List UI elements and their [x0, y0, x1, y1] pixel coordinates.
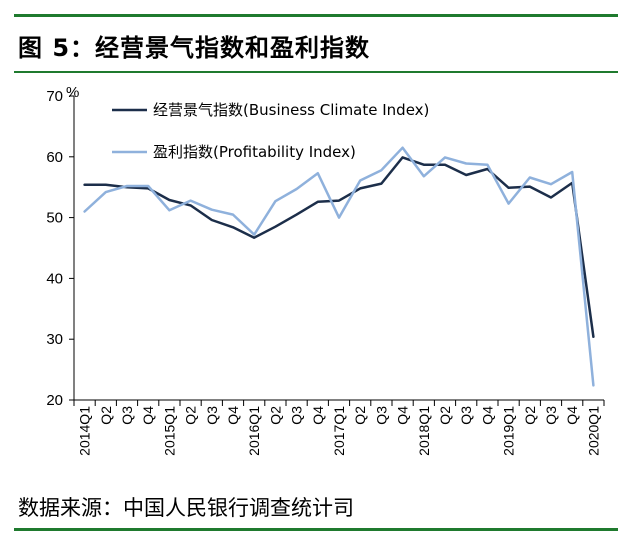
- legend-label-profitability: 盈利指数(Profitability Index): [153, 143, 356, 161]
- x-tick-label: Q2: [267, 406, 283, 425]
- x-tick-label: 2020Q1: [585, 406, 601, 456]
- x-tick-label: Q4: [479, 406, 495, 425]
- y-tick-label: 40: [46, 270, 63, 287]
- x-tick-label: 2014Q1: [77, 406, 93, 456]
- y-tick-label: 30: [46, 331, 63, 348]
- chart-legend: 经营景气指数(Business Climate Index) 盈利指数(Profi…: [112, 101, 429, 161]
- x-tick-label: Q2: [98, 406, 114, 425]
- y-tick-label: 70: [46, 88, 63, 105]
- source-note: 数据来源：中国人民银行调查统计司: [18, 496, 354, 520]
- x-tick-label: Q4: [564, 406, 580, 425]
- x-tick-label: Q3: [289, 406, 305, 425]
- bottom-rule: [14, 528, 618, 531]
- x-tick-label: 2018Q1: [416, 406, 432, 456]
- x-tick-label: Q2: [352, 406, 368, 425]
- figure-title: 图 5：经营景气指数和盈利指数: [18, 34, 371, 62]
- chart-axes: 20 30 40 50 60 70 % 2014Q1 Q2 Q3 Q4 2015Q1 Q2 Q3 Q4 201…: [46, 84, 605, 456]
- chart-series: [83, 146, 595, 387]
- x-tick-label: Q3: [204, 406, 220, 425]
- series-line-business-climate: [83, 156, 595, 339]
- x-tick-label: Q4: [395, 406, 411, 425]
- legend-label-business-climate: 经营景气指数(Business Climate Index): [153, 101, 429, 119]
- x-tick-label: 2015Q1: [161, 406, 177, 456]
- y-tick-label: 50: [46, 210, 63, 227]
- y-tick-label: 20: [46, 392, 63, 409]
- x-tick-label: Q4: [140, 406, 156, 425]
- x-tick-label: Q4: [310, 406, 326, 425]
- x-tick-label: Q3: [543, 406, 559, 425]
- top-rule: [14, 14, 618, 17]
- y-axis-unit: %: [66, 84, 79, 101]
- x-tick-label: Q2: [437, 406, 453, 425]
- x-tick-label: Q2: [522, 406, 538, 425]
- x-tick-label: 2016Q1: [246, 406, 262, 456]
- x-tick-label: 2017Q1: [331, 406, 347, 456]
- x-tick-label: 2019Q1: [501, 406, 517, 456]
- x-tick-label: Q4: [225, 406, 241, 425]
- title-rule: [14, 71, 618, 73]
- y-tick-label: 60: [46, 149, 63, 166]
- x-tick-label: Q2: [183, 406, 199, 425]
- x-tick-label: Q3: [119, 406, 135, 425]
- x-tick-label: Q3: [458, 406, 474, 425]
- x-tick-label: Q3: [373, 406, 389, 425]
- series-line-profitability: [83, 146, 595, 387]
